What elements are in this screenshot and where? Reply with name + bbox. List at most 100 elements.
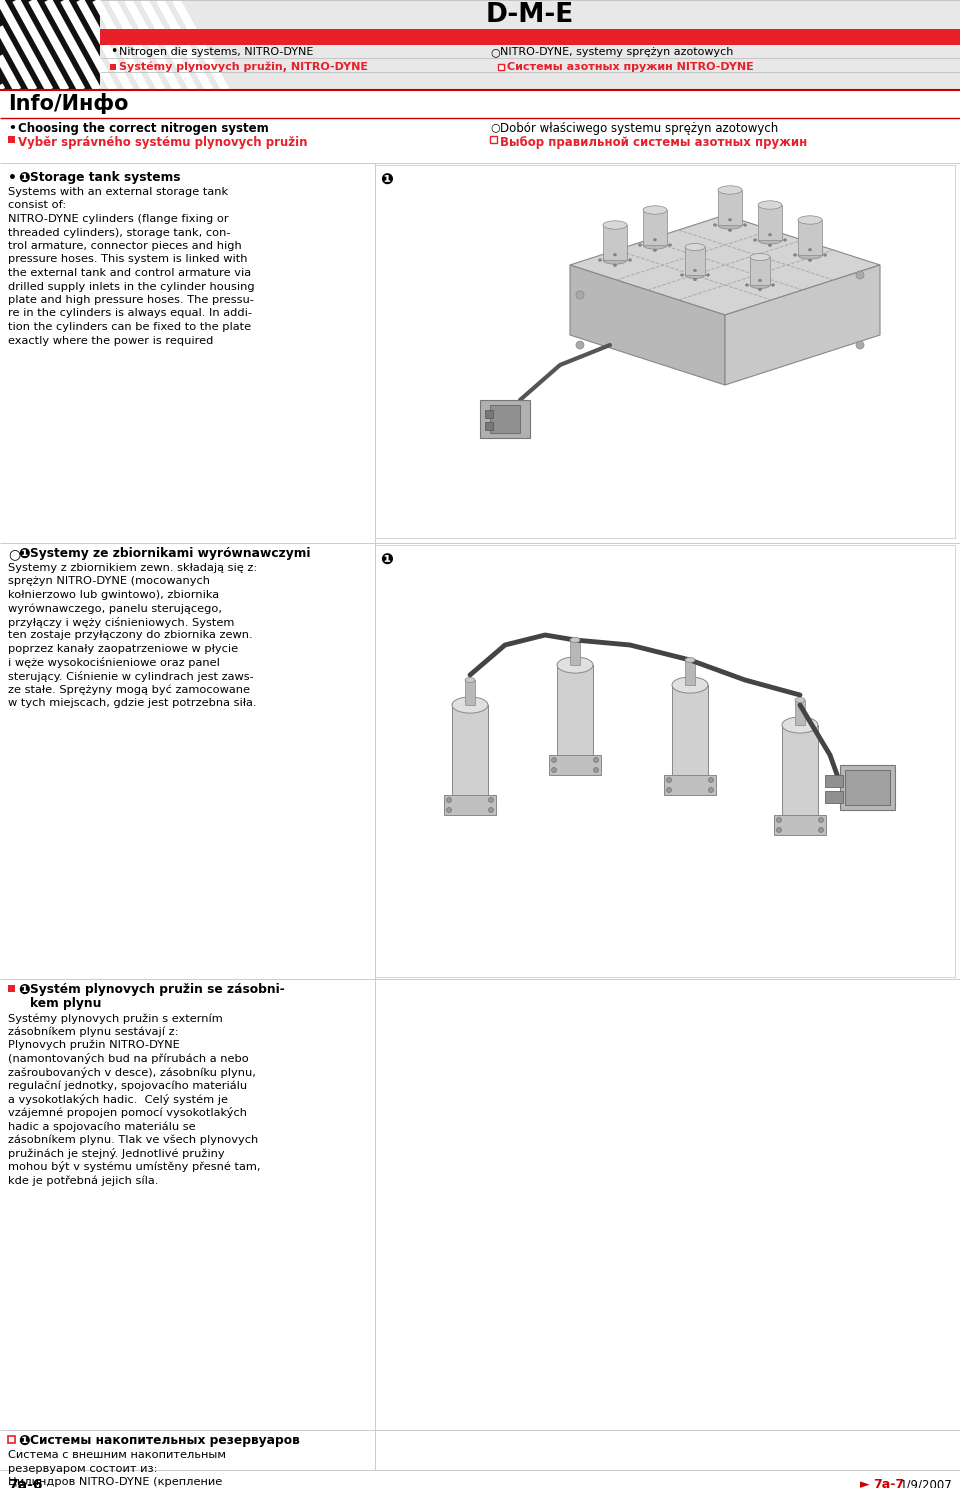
Bar xyxy=(825,792,843,804)
Text: sprężyn NITRO-DYNE (mocowanych: sprężyn NITRO-DYNE (mocowanych xyxy=(8,576,210,586)
Bar xyxy=(758,205,782,240)
Text: kem plynu: kem plynu xyxy=(30,997,102,1010)
Text: ►: ► xyxy=(860,1478,870,1488)
Text: kołnierzowo lub gwintowo), zbiornika: kołnierzowo lub gwintowo), zbiornika xyxy=(8,591,219,600)
Ellipse shape xyxy=(746,284,749,286)
Ellipse shape xyxy=(783,238,786,241)
Polygon shape xyxy=(570,214,880,315)
Text: (namontovaných bud na přírubách a nebo: (namontovaných bud na přírubách a nebo xyxy=(8,1054,249,1064)
Text: vzájemné propojen pomocí vysokotlakých: vzájemné propojen pomocí vysokotlakých xyxy=(8,1107,247,1119)
Text: ze stałe. Sprężyny mogą być zamocowane: ze stałe. Sprężyny mogą być zamocowane xyxy=(8,684,250,695)
Circle shape xyxy=(666,778,671,783)
Text: hadic a spojovacího materiálu se: hadic a spojovacího materiálu se xyxy=(8,1120,196,1131)
Ellipse shape xyxy=(643,205,667,214)
Bar xyxy=(840,765,895,809)
Bar xyxy=(485,411,493,418)
Ellipse shape xyxy=(685,658,695,662)
Ellipse shape xyxy=(672,677,708,693)
Text: 7a-6: 7a-6 xyxy=(8,1478,42,1488)
Bar xyxy=(782,725,818,815)
Text: drilled supply inlets in the cylinder housing: drilled supply inlets in the cylinder ho… xyxy=(8,281,254,292)
Ellipse shape xyxy=(654,248,657,251)
Ellipse shape xyxy=(808,248,811,251)
Ellipse shape xyxy=(758,289,761,290)
Ellipse shape xyxy=(685,244,705,250)
Ellipse shape xyxy=(598,259,602,262)
Circle shape xyxy=(708,778,713,783)
Text: Systémy plynovych pružin, NITRO-DYNE: Systémy plynovych pružin, NITRO-DYNE xyxy=(119,61,368,73)
Text: Plynovych pružin NITRO-DYNE: Plynovych pružin NITRO-DYNE xyxy=(8,1040,180,1051)
Ellipse shape xyxy=(693,278,697,281)
Circle shape xyxy=(819,817,824,823)
Bar xyxy=(825,775,843,787)
Ellipse shape xyxy=(681,274,684,277)
Bar xyxy=(0,0,100,89)
Bar xyxy=(452,705,488,795)
Ellipse shape xyxy=(769,244,772,247)
Text: pružinách je stejný. Jednotlivé pružiny: pružinách je stejný. Jednotlivé pružiny xyxy=(8,1149,225,1159)
Bar xyxy=(603,225,627,260)
Text: NITRO-DYNE, systemy sprężyn azotowych: NITRO-DYNE, systemy sprężyn azotowych xyxy=(500,48,733,57)
Bar xyxy=(375,545,955,978)
Ellipse shape xyxy=(603,220,627,229)
Text: ❶: ❶ xyxy=(18,984,30,997)
Bar xyxy=(795,699,805,725)
Bar xyxy=(664,775,716,795)
Text: Выбор правильной системы азотных пружин: Выбор правильной системы азотных пружин xyxy=(500,135,807,149)
Text: re in the cylinders is always equal. In addi-: re in the cylinders is always equal. In … xyxy=(8,308,252,318)
Ellipse shape xyxy=(795,698,805,702)
Text: wyrównawczego, panelu sterującego,: wyrównawczego, panelu sterującego, xyxy=(8,604,222,615)
Text: threaded cylinders), storage tank, con-: threaded cylinders), storage tank, con- xyxy=(8,228,230,238)
Circle shape xyxy=(819,827,824,832)
Circle shape xyxy=(446,808,451,812)
Ellipse shape xyxy=(758,235,782,244)
Ellipse shape xyxy=(638,244,641,246)
Circle shape xyxy=(576,341,584,350)
Text: zásobníkem plynu. Tlak ve všech plynovych: zásobníkem plynu. Tlak ve všech plynovyc… xyxy=(8,1134,258,1144)
Ellipse shape xyxy=(465,677,475,683)
Text: pressure hoses. This system is linked with: pressure hoses. This system is linked wi… xyxy=(8,254,248,265)
Ellipse shape xyxy=(769,234,772,237)
Text: Dobór właściwego systemu sprężyn azotowych: Dobór właściwego systemu sprężyn azotowy… xyxy=(500,122,779,135)
Bar xyxy=(100,28,960,45)
Text: kde je potřebná jejich síla.: kde je potřebná jejich síla. xyxy=(8,1176,158,1186)
Bar xyxy=(570,640,580,665)
Ellipse shape xyxy=(718,220,742,229)
Circle shape xyxy=(777,827,781,832)
Text: Системы накопительных резервуаров: Системы накопительных резервуаров xyxy=(30,1434,300,1446)
Text: Systemy ze zbiornikami wyrównawczymi: Systemy ze zbiornikami wyrównawczymi xyxy=(30,548,310,559)
Bar xyxy=(750,257,770,286)
Ellipse shape xyxy=(613,263,616,266)
Ellipse shape xyxy=(758,201,782,210)
Text: •: • xyxy=(8,171,17,185)
Text: ten zostaje przyłączony do zbiornika zewn.: ten zostaje przyłączony do zbiornika zew… xyxy=(8,631,252,640)
Bar xyxy=(375,165,955,539)
Text: D-M-E: D-M-E xyxy=(486,1,574,28)
Circle shape xyxy=(856,341,864,350)
Circle shape xyxy=(856,271,864,278)
Circle shape xyxy=(666,787,671,793)
Ellipse shape xyxy=(754,238,756,241)
Ellipse shape xyxy=(798,251,822,259)
Ellipse shape xyxy=(743,223,747,226)
Text: ○: ○ xyxy=(8,548,20,561)
Text: ❶: ❶ xyxy=(18,171,30,185)
Text: tion the cylinders can be fixed to the plate: tion the cylinders can be fixed to the p… xyxy=(8,321,252,332)
Text: Цилиндров NITRO-DYNE (крепление: Цилиндров NITRO-DYNE (крепление xyxy=(8,1478,223,1487)
Ellipse shape xyxy=(750,281,770,289)
Bar xyxy=(480,400,530,437)
Bar xyxy=(718,190,742,225)
Text: резервуаром состоит из:: резервуаром состоит из: xyxy=(8,1464,157,1473)
Text: Storage tank systems: Storage tank systems xyxy=(30,171,180,185)
Bar xyxy=(774,815,826,835)
Ellipse shape xyxy=(693,269,697,272)
Text: the external tank and control armature via: the external tank and control armature v… xyxy=(8,268,252,278)
Circle shape xyxy=(446,798,451,802)
Ellipse shape xyxy=(629,259,632,262)
Text: NITRO-DYNE cylinders (flange fixing or: NITRO-DYNE cylinders (flange fixing or xyxy=(8,214,228,225)
Text: Systém plynovych pružin se zásobni-: Systém plynovych pružin se zásobni- xyxy=(30,984,285,995)
Text: ○: ○ xyxy=(490,48,500,57)
Text: Системы азотных пружин NITRO-DYNE: Системы азотных пружин NITRO-DYNE xyxy=(507,62,754,71)
Text: i węże wysokociśnieniowe oraz panel: i węże wysokociśnieniowe oraz panel xyxy=(8,658,220,668)
Ellipse shape xyxy=(772,284,775,286)
